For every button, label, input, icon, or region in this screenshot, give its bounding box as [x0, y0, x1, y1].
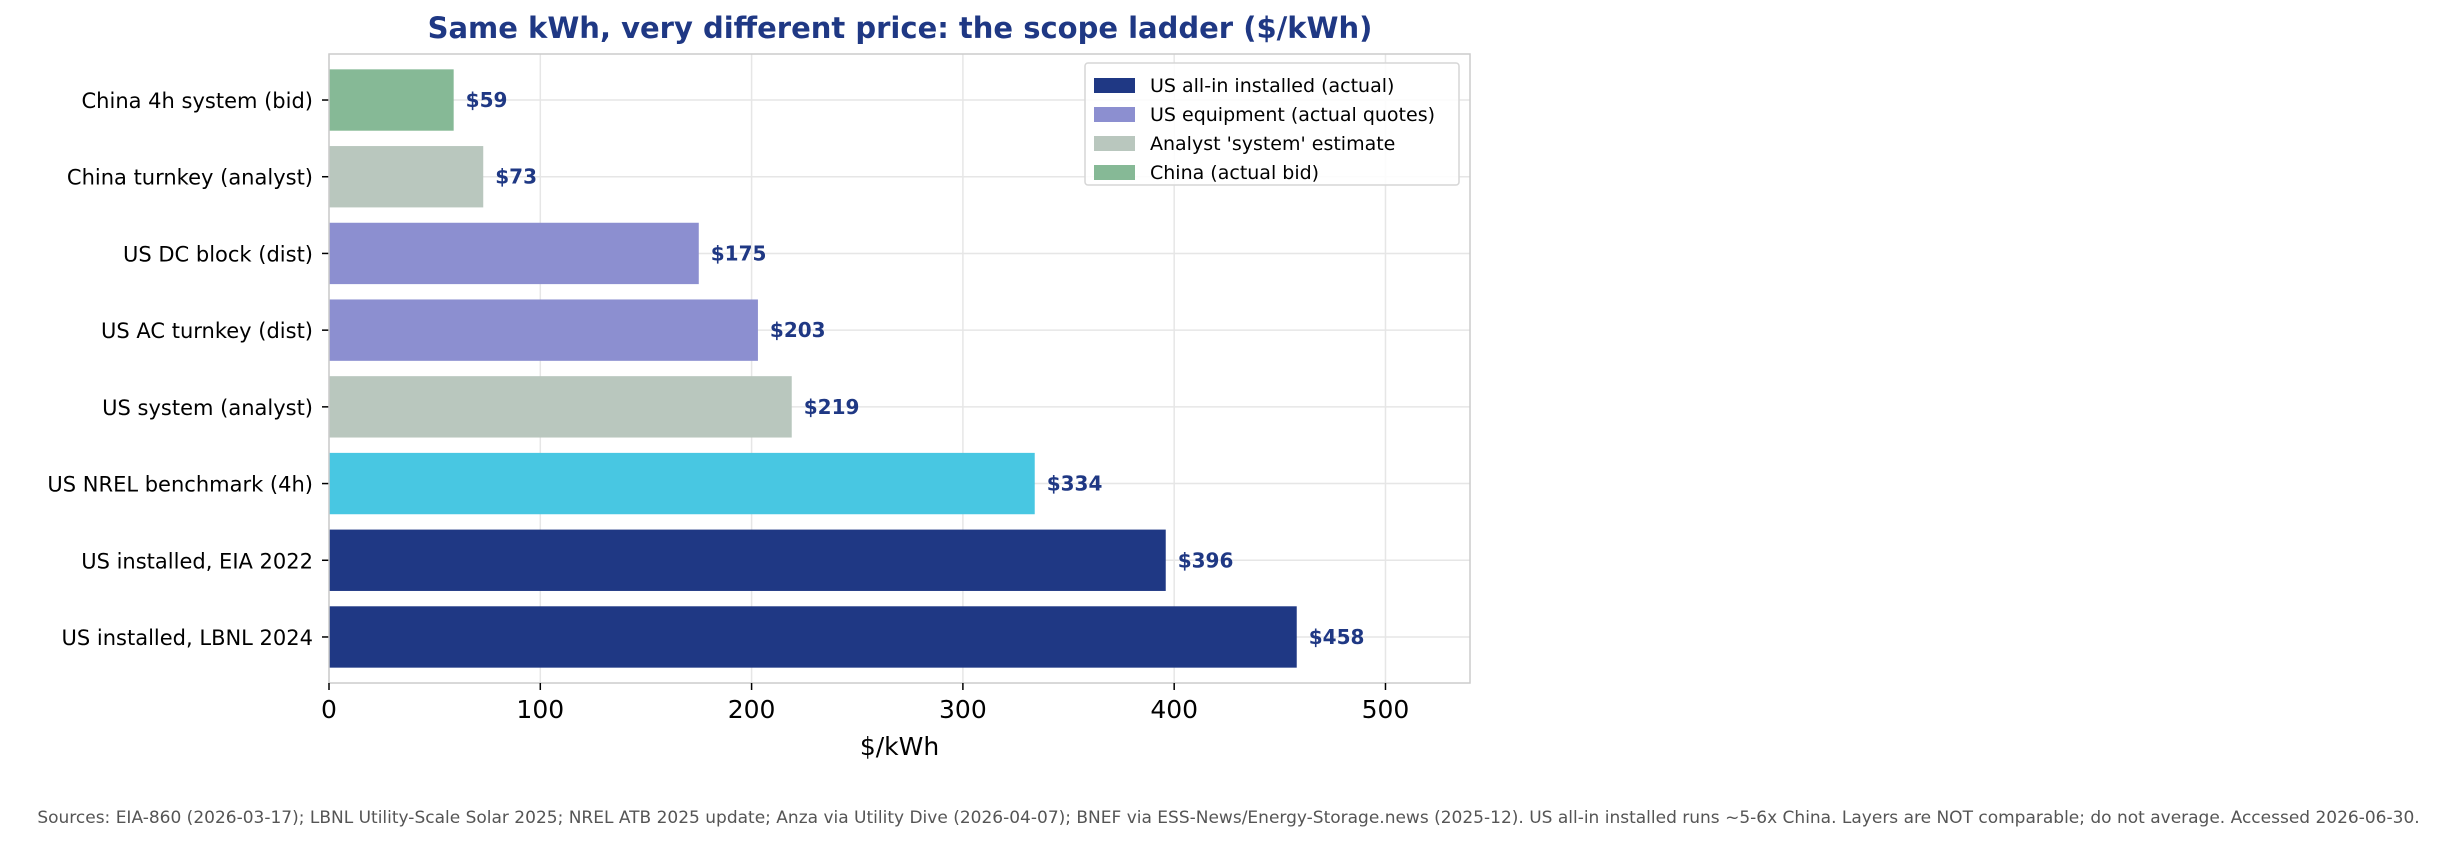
bar [329, 146, 484, 208]
legend-box [1084, 62, 1460, 186]
legend-label: US equipment (actual quotes) [1150, 104, 1435, 126]
y-tick-label: China 4h system (bid) [82, 89, 313, 113]
y-tick-label: US installed, LBNL 2024 [62, 626, 313, 650]
y-tick-label: US system (analyst) [102, 396, 313, 420]
x-tick-label: 500 [1362, 695, 1410, 724]
bar [329, 376, 792, 438]
y-tick-label: US installed, EIA 2022 [81, 549, 313, 573]
bar-value-label: $334 [1047, 472, 1103, 496]
legend: US all-in installed (actual) US equipment… [1084, 62, 1460, 186]
bar [329, 529, 1166, 591]
bars [329, 69, 1297, 668]
legend-swatch [1094, 107, 1135, 122]
legend-label: China (actual bid) [1150, 162, 1319, 184]
bar-value-label: $59 [466, 88, 508, 112]
chart-title: Same kWh, very different price: the scop… [428, 11, 1373, 45]
y-tick-label: US NREL benchmark (4h) [47, 473, 313, 497]
legend-swatch [1094, 136, 1135, 151]
bar [329, 69, 454, 131]
x-tick-label: 200 [728, 695, 776, 724]
bar-value-label: $458 [1309, 625, 1365, 649]
legend-swatch [1094, 165, 1135, 180]
bar [329, 606, 1297, 668]
legend-swatch [1094, 78, 1135, 93]
bar [329, 222, 699, 285]
y-tick-label: US DC block (dist) [123, 242, 313, 266]
bar-value-label: $73 [495, 165, 537, 189]
legend-label: Analyst 'system' estimate [1150, 133, 1395, 155]
bar-value-label: $219 [804, 395, 860, 419]
axes: China 4h system (bid) China turnkey (anal… [47, 53, 1471, 761]
source-note: Sources: EIA-860 (2026-03-17); LBNL Util… [37, 808, 2420, 828]
value-labels: $59 $73 $175 $203 $219 $334 $396 $458 [466, 88, 1365, 649]
bar-value-label: $175 [711, 241, 767, 265]
bar [329, 452, 1035, 515]
x-tick-label: 400 [1150, 695, 1198, 724]
bar-value-label: $203 [770, 318, 826, 342]
x-tick-label: 100 [516, 695, 564, 724]
y-tick-label: China turnkey (analyst) [67, 166, 313, 190]
x-tick-label: 0 [321, 695, 337, 724]
y-tick-label: US AC turnkey (dist) [101, 319, 313, 343]
bar [329, 299, 758, 361]
bar-value-label: $396 [1178, 548, 1234, 572]
x-tick-label: 300 [939, 695, 987, 724]
x-axis-label: $/kWh [860, 732, 939, 761]
plot-frame [328, 53, 1471, 684]
legend-label: US all-in installed (actual) [1150, 75, 1394, 97]
